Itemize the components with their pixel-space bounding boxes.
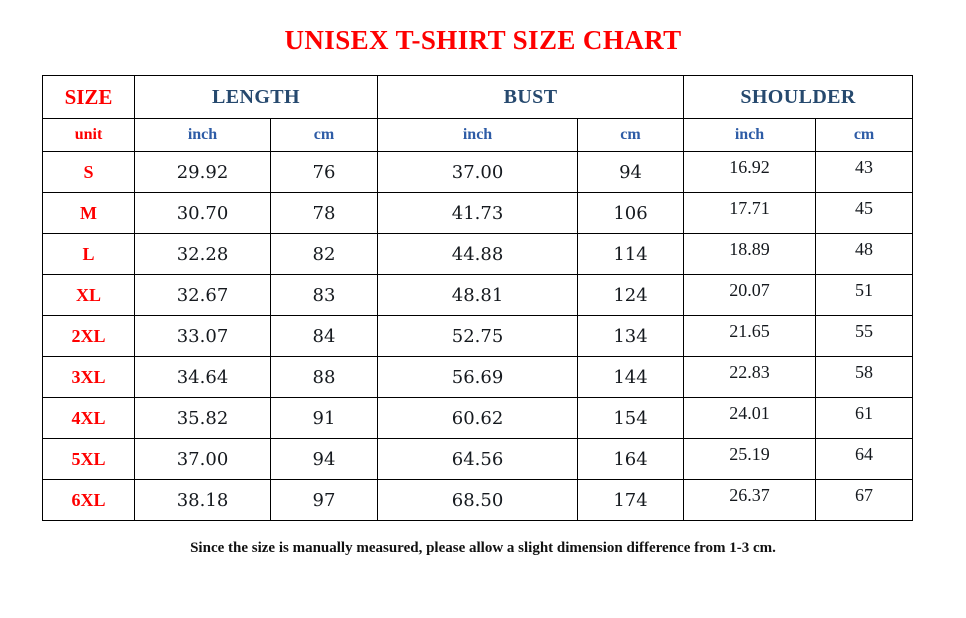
cell-length-cm: 76: [269, 151, 379, 193]
cell-length-cm: 84: [269, 315, 379, 357]
shoulder-group-header: SHOULDER: [683, 75, 914, 119]
table-row: 6XL 38.18 97 68.50 174 26.37 67: [42, 479, 914, 521]
cell-length-cm: 91: [269, 397, 379, 439]
cell-shoulder-inch: 24.01: [683, 397, 817, 439]
bust-group-header: BUST: [377, 75, 685, 119]
cell-length-inch: 32.67: [134, 274, 271, 316]
table-row: 2XL 33.07 84 52.75 134 21.65 55: [42, 315, 914, 357]
cell-size: 2XL: [42, 315, 135, 357]
cell-length-cm: 78: [269, 192, 379, 234]
cell-size: L: [42, 233, 135, 275]
cell-length-inch: 33.07: [134, 315, 271, 357]
cell-size: 3XL: [42, 356, 135, 398]
cell-shoulder-inch: 17.71: [683, 192, 817, 234]
bust-inch-header: inch: [377, 118, 579, 152]
cell-bust-inch: 37.00: [377, 151, 579, 193]
table-row: XL 32.67 83 48.81 124 20.07 51: [42, 274, 914, 316]
size-column-header: SIZE: [42, 75, 135, 119]
bust-cm-header: cm: [577, 118, 685, 152]
cell-bust-cm: 114: [577, 233, 685, 275]
cell-length-inch: 37.00: [134, 438, 271, 480]
cell-bust-cm: 164: [577, 438, 685, 480]
footer-note: Since the size is manually measured, ple…: [190, 540, 776, 556]
cell-length-inch: 29.92: [134, 151, 271, 193]
cell-length-inch: 35.82: [134, 397, 271, 439]
shoulder-cm-header: cm: [815, 118, 914, 152]
cell-shoulder-inch: 20.07: [683, 274, 817, 316]
cell-bust-inch: 41.73: [377, 192, 579, 234]
table-row: L 32.28 82 44.88 114 18.89 48: [42, 233, 914, 275]
table-row: S 29.92 76 37.00 94 16.92 43: [42, 151, 914, 193]
cell-size: XL: [42, 274, 135, 316]
cell-shoulder-cm: 64: [815, 438, 914, 480]
cell-bust-inch: 52.75: [377, 315, 579, 357]
cell-length-cm: 97: [269, 479, 379, 521]
cell-length-cm: 94: [269, 438, 379, 480]
cell-length-inch: 30.70: [134, 192, 271, 234]
cell-shoulder-inch: 25.19: [683, 438, 817, 480]
length-cm-header: cm: [269, 118, 379, 152]
cell-shoulder-inch: 21.65: [683, 315, 817, 357]
cell-length-inch: 32.28: [134, 233, 271, 275]
cell-bust-inch: 48.81: [377, 274, 579, 316]
cell-shoulder-inch: 22.83: [683, 356, 817, 398]
cell-bust-inch: 64.56: [377, 438, 579, 480]
cell-shoulder-inch: 16.92: [683, 151, 817, 193]
cell-size: 6XL: [42, 479, 135, 521]
cell-bust-cm: 144: [577, 356, 685, 398]
cell-size: 5XL: [42, 438, 135, 480]
cell-bust-cm: 154: [577, 397, 685, 439]
cell-shoulder-cm: 55: [815, 315, 914, 357]
page-title: UNISEX T-SHIRT SIZE CHART: [284, 25, 682, 55]
cell-shoulder-cm: 45: [815, 192, 914, 234]
size-chart-table: SIZE LENGTH BUST SHOULDER unit inch cm i…: [42, 75, 914, 521]
cell-length-inch: 38.18: [134, 479, 271, 521]
cell-length-inch: 34.64: [134, 356, 271, 398]
cell-shoulder-cm: 67: [815, 479, 914, 521]
cell-length-cm: 88: [269, 356, 379, 398]
cell-shoulder-cm: 51: [815, 274, 914, 316]
unit-row-label: unit: [42, 118, 135, 152]
table-row: M 30.70 78 41.73 106 17.71 45: [42, 192, 914, 234]
table-row: 3XL 34.64 88 56.69 144 22.83 58: [42, 356, 914, 398]
cell-length-cm: 82: [269, 233, 379, 275]
table-row: 4XL 35.82 91 60.62 154 24.01 61: [42, 397, 914, 439]
cell-bust-inch: 56.69: [377, 356, 579, 398]
cell-shoulder-inch: 18.89: [683, 233, 817, 275]
cell-size: 4XL: [42, 397, 135, 439]
group-header-row: SIZE LENGTH BUST SHOULDER: [42, 75, 914, 119]
cell-bust-inch: 60.62: [377, 397, 579, 439]
cell-bust-cm: 134: [577, 315, 685, 357]
cell-length-cm: 83: [269, 274, 379, 316]
length-group-header: LENGTH: [133, 75, 379, 119]
cell-shoulder-cm: 61: [815, 397, 914, 439]
cell-bust-inch: 44.88: [377, 233, 579, 275]
cell-shoulder-inch: 26.37: [683, 479, 817, 521]
cell-shoulder-cm: 48: [815, 233, 914, 275]
cell-bust-cm: 174: [577, 479, 685, 521]
unit-header-row: unit inch cm inch cm inch cm: [42, 118, 914, 152]
table-row: 5XL 37.00 94 64.56 164 25.19 64: [42, 438, 914, 480]
cell-bust-cm: 124: [577, 274, 685, 316]
cell-bust-inch: 68.50: [377, 479, 579, 521]
cell-shoulder-cm: 43: [815, 151, 914, 193]
length-inch-header: inch: [134, 118, 271, 152]
cell-size: S: [42, 151, 135, 193]
cell-size: M: [42, 192, 135, 234]
cell-bust-cm: 106: [577, 192, 685, 234]
shoulder-inch-header: inch: [683, 118, 817, 152]
cell-shoulder-cm: 58: [815, 356, 914, 398]
cell-bust-cm: 94: [577, 151, 685, 193]
